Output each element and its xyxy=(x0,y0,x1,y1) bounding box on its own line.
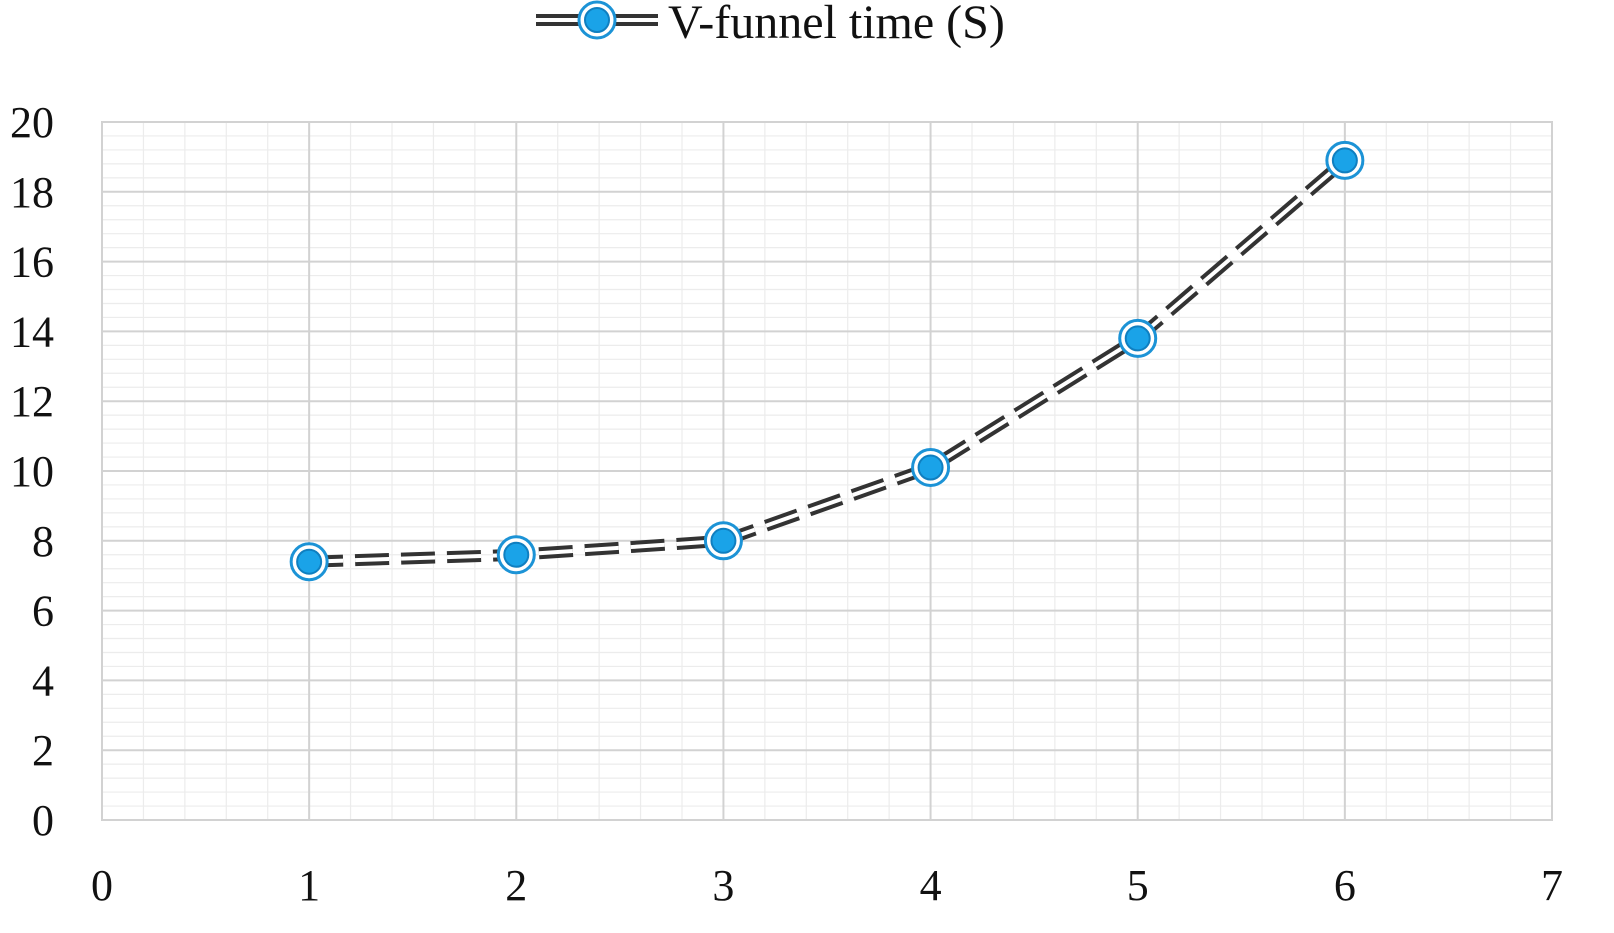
legend: V-funnel time (S) xyxy=(536,0,1005,49)
y-tick-label: 8 xyxy=(32,517,54,566)
data-point xyxy=(1124,325,1151,352)
y-tick-label: 10 xyxy=(10,447,54,496)
y-tick-label: 16 xyxy=(10,238,54,287)
y-tick-label: 4 xyxy=(32,656,54,705)
legend-symbol xyxy=(536,0,658,40)
data-point xyxy=(1331,147,1358,174)
x-tick-label: 0 xyxy=(91,861,113,910)
grid xyxy=(101,121,1553,821)
x-tick-label: 3 xyxy=(712,861,734,910)
y-tick-label: 0 xyxy=(32,796,54,845)
y-tick-label: 2 xyxy=(32,726,54,775)
data-point xyxy=(503,541,530,568)
series-layer xyxy=(289,140,1365,582)
data-point xyxy=(917,454,944,481)
y-tick-label: 14 xyxy=(10,307,54,356)
y-tick-label: 20 xyxy=(10,98,54,147)
x-tick-label: 5 xyxy=(1127,861,1149,910)
series-line-gap xyxy=(309,158,1347,564)
x-tick-label: 7 xyxy=(1541,861,1563,910)
x-tick-label: 4 xyxy=(920,861,942,910)
y-tick-label: 6 xyxy=(32,587,54,636)
x-tick-label: 6 xyxy=(1334,861,1356,910)
legend-label: V-funnel time (S) xyxy=(668,0,1005,49)
data-point xyxy=(710,527,737,554)
x-tick-label: 1 xyxy=(298,861,320,910)
y-tick-label: 12 xyxy=(10,377,54,426)
y-tick-label: 18 xyxy=(10,168,54,217)
x-tick-label: 2 xyxy=(505,861,527,910)
data-point xyxy=(296,548,323,575)
legend-marker xyxy=(584,7,610,33)
